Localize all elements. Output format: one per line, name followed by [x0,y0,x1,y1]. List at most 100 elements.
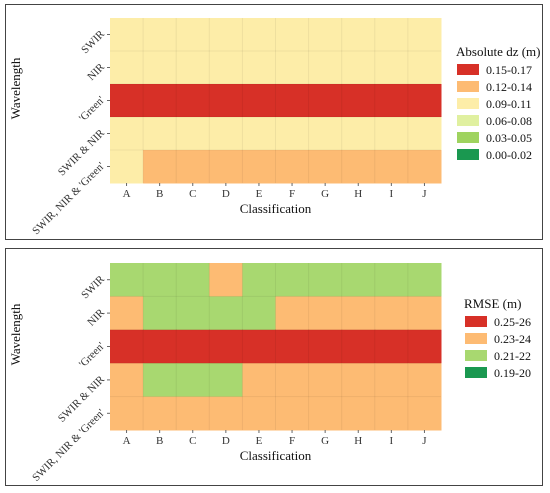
chart1-cell [143,296,177,331]
chart0-cell [242,51,276,85]
chart0-cell [308,117,343,151]
chart0-legend-label: 0.12-0.14 [486,80,532,94]
chart0-cell [407,18,442,52]
chart0-cell [374,51,409,85]
chart1-cell [176,396,210,431]
chart1-legend-label: 0.21-22 [494,349,531,363]
chart0-cell [110,150,144,184]
chart1-x-axis-title: Classification [240,448,312,463]
chart0-cell [341,84,376,118]
chart0-cell [242,18,276,52]
chart1-cell [209,396,243,431]
chart1-cell [143,263,177,297]
chart0-cell [341,117,376,151]
chart0-cell [110,84,144,118]
chart1-cell [341,396,376,431]
chart1-cell [407,363,442,398]
chart1-cell [374,296,409,331]
chart1-cell [209,263,243,297]
chart1-cell [143,396,177,431]
chart1-y-tick-label: SWIR [79,273,107,301]
chart0-legend-swatch [457,98,479,109]
chart0-cell [242,117,276,151]
chart0-cell [176,150,210,184]
chart0-x-tick-label: H [354,188,362,200]
chart0-cell [143,18,177,52]
chart0-legend-title: Absolute dz (m) [456,44,540,59]
chart0-legend-label: 0.06-0.08 [486,114,532,128]
chart0-x-tick-label: J [422,188,427,200]
chart1-cell [242,396,276,431]
chart1-cell [374,329,409,364]
chart1-cell [110,296,144,331]
chart1-cell [341,296,376,331]
chart1-cell [275,329,310,364]
chart0-cell [341,51,376,85]
chart0-x-tick-label: G [321,188,329,200]
absolute-dz-panel: A B C D E F G H I J SWIR NIR 'Green' SWIR & NIR SWIR, … [5,4,543,240]
chart0-y-tick-label: SWIR [79,28,107,56]
chart1-x-tick-label: A [123,435,131,447]
chart0-y-axis-title: Wavelength [8,57,23,119]
chart1-legend-swatch [465,316,487,327]
chart1-cell [275,363,310,398]
chart0-cell [143,117,177,151]
chart1-cell [110,396,144,431]
chart0-legend-label: 0.09-0.11 [486,97,532,111]
chart1-legend-swatch [465,333,487,344]
chart0-cell [242,150,276,184]
chart1-cell [341,363,376,398]
chart0-cell [110,117,144,151]
chart1-legend-swatch [465,350,487,361]
chart1-x-tick-label: C [189,435,196,447]
chart1-cell [242,263,276,297]
chart0-cell [407,150,442,184]
chart0-cell [407,84,442,118]
chart0-cell [374,18,409,52]
chart0-cell [275,84,310,118]
chart0-cell [374,84,409,118]
chart1-y-tick-label: 'Green' [77,340,107,370]
chart1-cell [341,263,376,297]
chart1-x-tick-label: H [354,435,362,447]
chart0-cell [341,18,376,52]
chart1-cell [143,363,177,398]
chart0-legend-label: 0.15-0.17 [486,63,532,77]
chart0-cell [275,150,310,184]
chart0-legend-swatch [457,115,479,126]
chart0-cell [143,150,177,184]
chart1-cell [275,296,310,331]
chart1-cell [275,263,310,297]
chart0-cell [143,84,177,118]
chart1-cell [308,329,343,364]
chart1-y-axis-title: Wavelength [8,303,23,365]
chart1-cell [209,329,243,364]
chart0-cell [110,51,144,85]
chart1-x-tick-label: B [156,435,163,447]
chart1-cell [242,329,276,364]
chart0-cell [308,84,343,118]
chart0-cell [407,51,442,85]
chart1-cell [407,296,442,331]
chart0-cell [275,117,310,151]
chart0-cell [176,18,210,52]
chart1-cell [308,296,343,331]
chart0-x-tick-label: I [390,188,394,200]
chart1-cell [407,329,442,364]
chart0-x-tick-label: E [256,188,263,200]
chart0-legend-swatch [457,81,479,92]
chart1-cell [275,396,310,431]
chart1-cell [308,363,343,398]
chart1-y-tick-label: NIR [85,306,107,328]
chart1-cell [308,263,343,297]
chart0-cell [143,51,177,85]
chart1-x-tick-label: E [256,435,263,447]
chart1-legend-label: 0.23-24 [494,332,531,346]
chart1-cell [176,263,210,297]
chart1-cell [407,263,442,297]
chart1-x-tick-label: F [289,435,295,447]
chart1-cell [407,396,442,431]
chart0-cell [209,117,243,151]
